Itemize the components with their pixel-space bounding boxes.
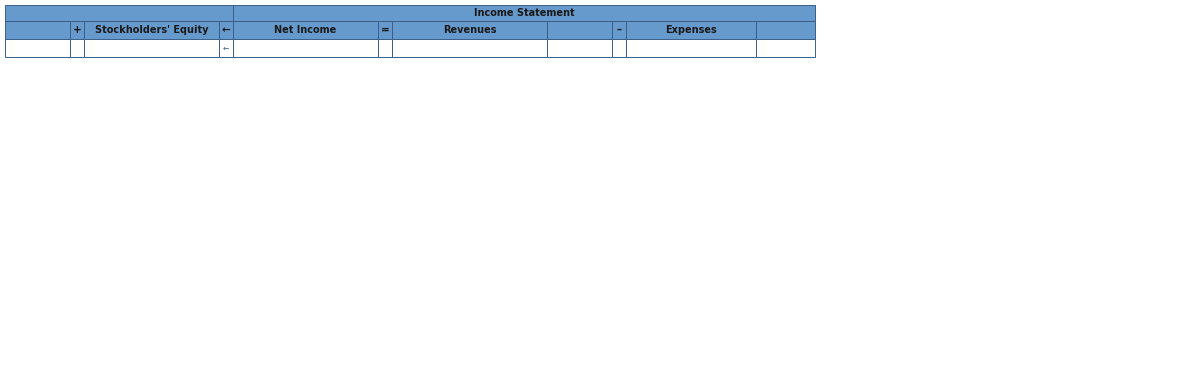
Text: Income Statement: Income Statement	[474, 8, 575, 18]
Bar	[756, 39, 815, 57]
Bar	[626, 39, 756, 57]
Bar	[233, 39, 378, 57]
Bar	[220, 39, 233, 57]
Text: ←: ←	[222, 25, 230, 35]
Bar	[378, 21, 392, 39]
Bar	[84, 21, 220, 39]
Text: Expenses: Expenses	[665, 25, 716, 35]
Bar	[5, 21, 70, 39]
Bar	[70, 21, 84, 39]
Bar	[626, 21, 756, 39]
Bar	[756, 21, 815, 39]
Bar	[547, 21, 612, 39]
Bar	[233, 5, 815, 21]
Bar	[612, 39, 626, 57]
Text: +: +	[73, 25, 82, 35]
Bar	[547, 39, 612, 57]
Bar	[220, 21, 233, 39]
Text: –: –	[617, 25, 622, 35]
Bar	[392, 39, 547, 57]
Bar	[70, 39, 84, 57]
Bar	[378, 39, 392, 57]
Text: =: =	[380, 25, 389, 35]
Bar	[612, 21, 626, 39]
Text: Revenues: Revenues	[443, 25, 497, 35]
Bar	[84, 39, 220, 57]
Bar	[5, 39, 70, 57]
Text: Stockholders' Equity: Stockholders' Equity	[95, 25, 209, 35]
Bar	[233, 21, 378, 39]
Text: ←: ←	[223, 44, 229, 53]
Text: Net Income: Net Income	[275, 25, 337, 35]
Bar	[392, 21, 547, 39]
Bar	[5, 5, 233, 21]
